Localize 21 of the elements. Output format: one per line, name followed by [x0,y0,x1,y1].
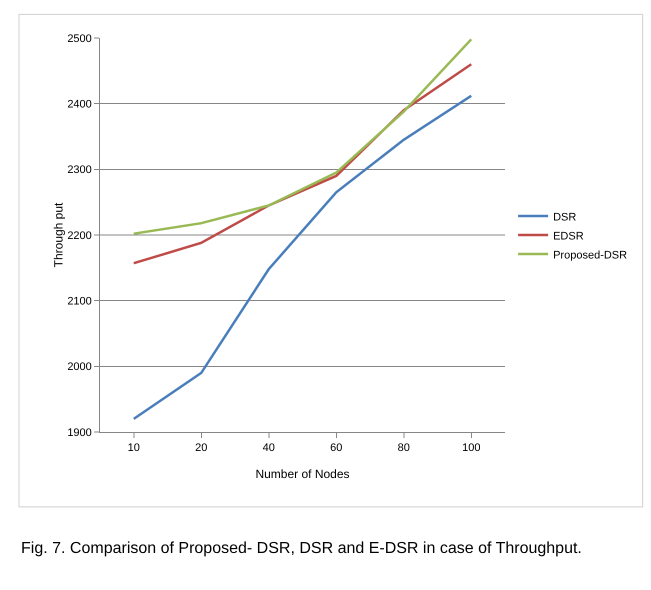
x-tick-label: 10 [128,442,140,454]
y-tick-label: 2000 [67,361,92,374]
caption: Fig. 7. Comparison of Proposed- DSR, DSR and E-DSR in case of Throughput. [21,540,582,557]
y-axis-title: Through put [51,202,66,268]
y-tick-label: 2400 [67,98,92,111]
x-tick-label: 60 [330,442,342,454]
x-tick-label: 40 [262,442,275,454]
x-axis-title: Number of Nodes [255,467,350,481]
y-tick-label: 2200 [67,230,92,242]
legend-label: EDSR [553,230,584,242]
y-tick-label: 2500 [67,32,92,45]
y-tick-label: 2300 [67,164,92,176]
legend-label: Proposed-DSR [553,249,628,262]
y-tick-label: 2100 [67,296,92,308]
x-tick-label: 20 [195,442,208,454]
line-series [132,94,472,420]
line-series [132,38,472,235]
x-tick-label: 100 [462,442,480,454]
x-tick-label: 80 [398,442,410,454]
y-tick-label: 1900 [67,426,92,439]
legend-label: DSR [553,211,576,224]
